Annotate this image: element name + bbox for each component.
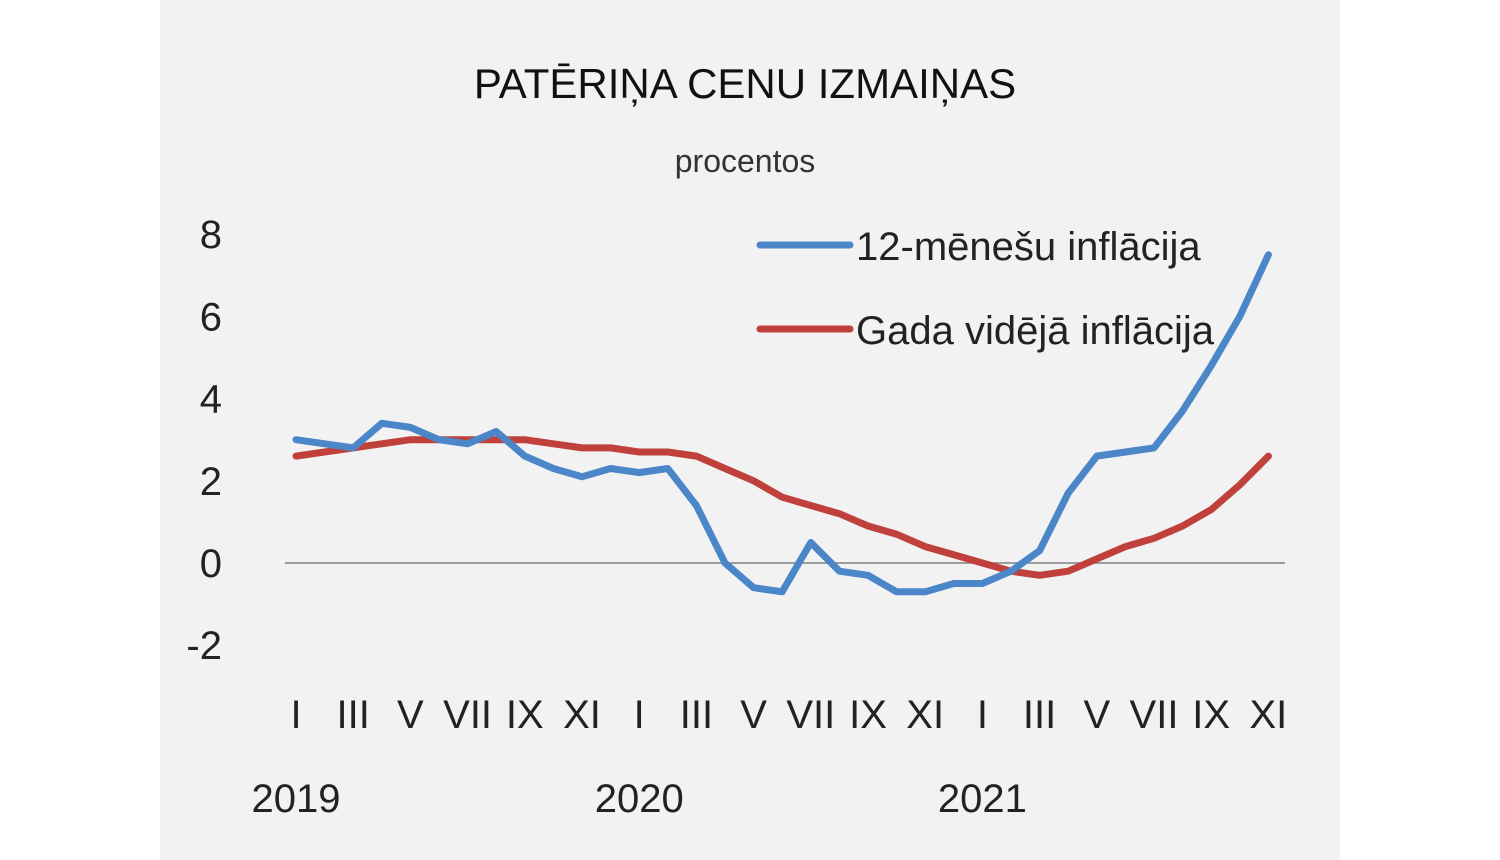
- chart-title: PATĒRIŅA CENU IZMAIŅAS: [474, 60, 1016, 107]
- legend-label-annual-average: Gada vidējā inflācija: [856, 309, 1215, 353]
- year-label: 2021: [938, 777, 1027, 821]
- x-tick-label: XI: [906, 693, 944, 737]
- chart-panel: [160, 0, 1340, 860]
- x-tick-label: III: [680, 693, 713, 737]
- x-axis-month-ticks: I III V VII IX XI I III V VII IX XI I III V VII IX XI: [290, 693, 1287, 737]
- x-tick-label: VII: [443, 693, 492, 737]
- y-axis-ticks: 8 6 4 2 0 -2: [186, 213, 222, 668]
- legend-label-12-month: 12-mēnešu inflācija: [856, 225, 1201, 269]
- x-tick-label: I: [290, 693, 301, 737]
- x-tick-label: IX: [506, 693, 544, 737]
- x-tick-label: V: [1083, 693, 1110, 737]
- y-tick-label: -2: [186, 624, 222, 668]
- y-tick-label: 4: [200, 378, 222, 422]
- y-tick-label: 6: [200, 295, 222, 339]
- series-line-annual-average-inflation: [292, 436, 1272, 579]
- x-tick-label: V: [397, 693, 424, 737]
- year-label: 2020: [595, 777, 684, 821]
- x-tick-label: I: [634, 693, 645, 737]
- x-tick-label: XI: [563, 693, 601, 737]
- y-tick-label: 8: [200, 213, 222, 257]
- x-tick-label: V: [740, 693, 767, 737]
- x-tick-label: IX: [849, 693, 887, 737]
- legend: 12-mēnešu inflācija Gada vidējā inflācij…: [756, 225, 1215, 353]
- x-tick-label: III: [1023, 693, 1056, 737]
- x-tick-label: VII: [786, 693, 835, 737]
- x-tick-label: XI: [1250, 693, 1288, 737]
- y-tick-label: 2: [200, 460, 222, 504]
- series-line-12-month-inflation: [292, 251, 1272, 596]
- series-lines: [292, 251, 1272, 596]
- x-tick-label: III: [337, 693, 370, 737]
- x-axis-year-labels: 2019 2020 2021: [252, 777, 1027, 821]
- year-label: 2019: [252, 777, 341, 821]
- chart-subtitle: procentos: [675, 143, 816, 179]
- x-tick-label: VII: [1130, 693, 1179, 737]
- y-tick-label: 0: [200, 542, 222, 586]
- x-tick-label: IX: [1192, 693, 1230, 737]
- x-tick-label: I: [977, 693, 988, 737]
